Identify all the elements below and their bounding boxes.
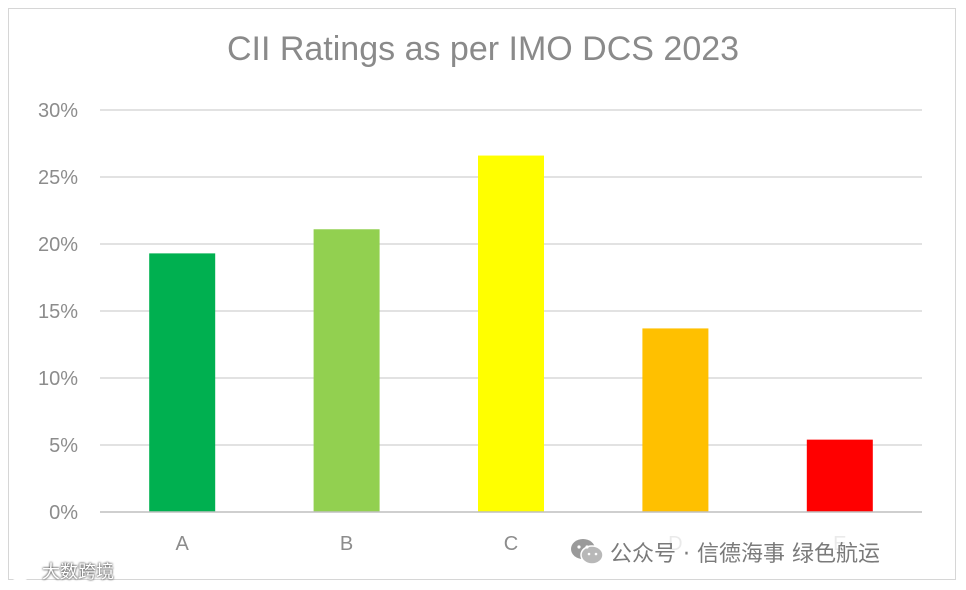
y-tick-label: 15% <box>38 301 78 323</box>
bar-e <box>806 439 873 512</box>
y-tick-label: 30% <box>38 100 78 122</box>
x-category-label: A <box>176 533 190 555</box>
y-tick-label: 0% <box>49 502 78 524</box>
bar-a <box>149 253 216 512</box>
x-category-label: B <box>340 533 353 555</box>
chart-title: CII Ratings as per IMO DCS 2023 <box>226 30 740 68</box>
y-tick-label: 20% <box>38 234 78 256</box>
y-axis-tick-labels: 0% 5% 10% 15% 20% 25% 30% <box>38 100 78 524</box>
bars <box>149 155 873 512</box>
weibo-watermark-text: 大数跨境 <box>42 562 114 583</box>
bar-c <box>478 155 544 512</box>
weibo-icon <box>9 562 36 581</box>
x-category-label: C <box>504 533 518 555</box>
y-tick-label: 5% <box>49 435 78 457</box>
wechat-watermark-text: 公众号 · 信德海事 绿色航运 <box>610 542 880 567</box>
wechat-icon <box>571 539 604 565</box>
weibo-watermark: 大数跨境 <box>8 558 114 584</box>
bar-d <box>642 328 709 512</box>
y-tick-label: 10% <box>38 368 78 390</box>
wechat-watermark: 公众号 · 信德海事 绿色航运 <box>566 536 884 568</box>
bar-b <box>313 229 380 512</box>
y-tick-label: 25% <box>38 167 78 189</box>
